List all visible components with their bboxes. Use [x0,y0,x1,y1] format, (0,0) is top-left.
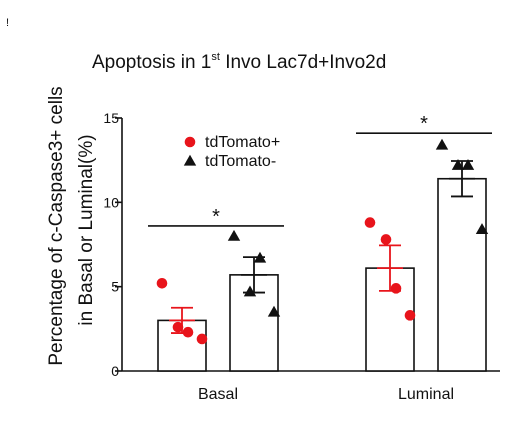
data-point-circle [390,283,402,294]
data-point-circle [182,326,194,338]
title-superscript: st [211,51,220,63]
data-point-triangle [435,138,449,150]
significance-label: * [212,206,220,228]
data-point-circle [404,310,416,321]
data-point-triangle [475,223,489,234]
bars [157,177,487,372]
data-point-triangle [461,159,475,170]
legend: tdTomato+ tdTomato- [183,134,280,170]
data-point-triangle [183,154,197,166]
data-point-circle [172,321,184,333]
data-point-circle [380,234,392,245]
data-point-triangle [227,229,241,241]
y-tick-label: 15 [103,110,119,126]
error-bars [169,160,475,334]
legend-label: tdTomato- [205,153,276,170]
y-axis-label-line2: in Basal or Luminal(%) [76,134,97,325]
data-point-circle [196,333,208,345]
legend-label: tdTomato+ [205,134,280,151]
x-category-label: Luminal [398,386,454,403]
data-points [156,138,489,345]
x-category-label: Basal [198,386,238,403]
y-axis-label-line1: Percentage of c-Caspase3+ cells [46,86,67,365]
significance-label: * [420,113,428,135]
y-tick-label: 10 [103,194,119,210]
data-point-circle [184,136,196,148]
data-point-triangle [451,159,465,170]
title-prefix: Apoptosis in 1 [92,52,211,73]
data-point-circle [156,277,168,289]
data-point-triangle [267,305,281,317]
title-suffix: Invo Lac7d+Invo2d [220,52,386,73]
significance: ** [148,113,492,228]
bar [437,177,487,372]
x-axis: Basal Luminal [122,370,500,403]
data-point-triangle [243,285,257,297]
chart-title: Apoptosis in 1st Invo Lac7d+Invo2d [92,51,386,73]
y-axis: 0 5 10 15 [103,110,123,379]
y-tick-label: 0 [111,363,119,379]
y-tick-label: 5 [111,279,119,295]
data-point-circle [364,217,376,228]
data-point-triangle [253,251,267,263]
corner-mark: ! [6,17,9,29]
